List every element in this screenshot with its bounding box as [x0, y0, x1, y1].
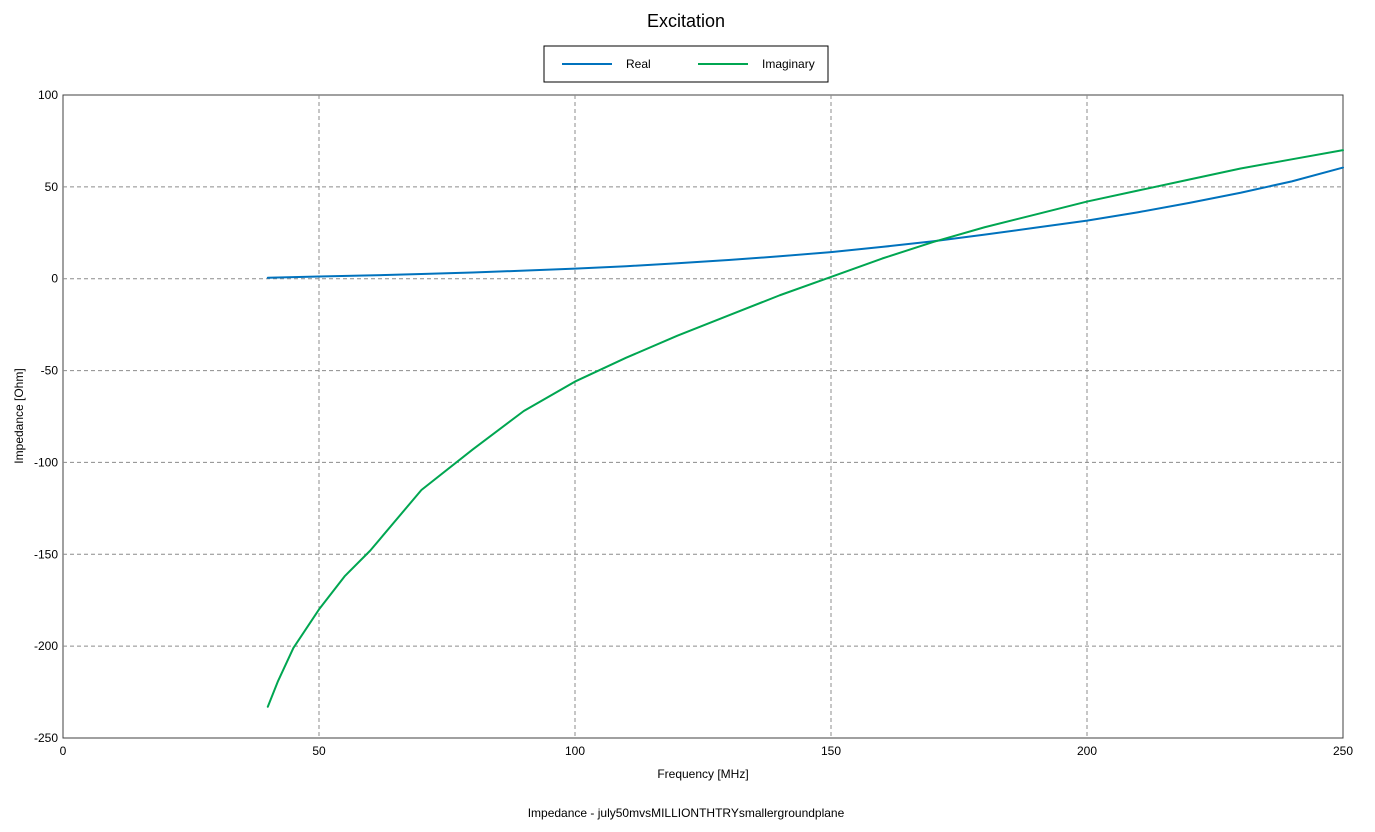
- grid: [63, 95, 1343, 738]
- legend-label-imaginary: Imaginary: [762, 57, 815, 71]
- x-tick-label: 250: [1333, 744, 1353, 758]
- x-tick-label: 200: [1077, 744, 1097, 758]
- y-tick-label: 50: [45, 180, 59, 194]
- y-tick-label: -50: [41, 364, 59, 378]
- y-tick-label: 100: [38, 88, 58, 102]
- x-tick-label: 50: [312, 744, 326, 758]
- x-axis-label: Frequency [MHz]: [657, 767, 748, 781]
- series-lines: [266, 149, 1344, 708]
- series-line-imaginary: [266, 149, 1344, 708]
- chart-footer: Impedance - july50mvsMILLIONTHTRYsmaller…: [528, 806, 845, 820]
- x-tick-label: 0: [60, 744, 67, 758]
- plot-area: [62, 94, 1344, 739]
- y-tick-label: 0: [51, 272, 58, 286]
- tick-labels: 0 50 100 150 200 250 100 50 0 -50 -100 -150 -200 -250: [34, 88, 1353, 758]
- legend: Real Imaginary: [543, 45, 829, 83]
- y-tick-label: -250: [34, 731, 58, 745]
- x-tick-label: 100: [565, 744, 585, 758]
- y-tick-label: -100: [34, 455, 58, 469]
- y-tick-label: -200: [34, 639, 58, 653]
- series-line-real: [266, 166, 1344, 279]
- y-axis-label: Impedance [Ohm]: [12, 368, 26, 463]
- x-tick-label: 150: [821, 744, 841, 758]
- y-tick-label: -150: [34, 547, 58, 561]
- chart-title: Excitation: [647, 11, 725, 31]
- legend-label-real: Real: [626, 57, 651, 71]
